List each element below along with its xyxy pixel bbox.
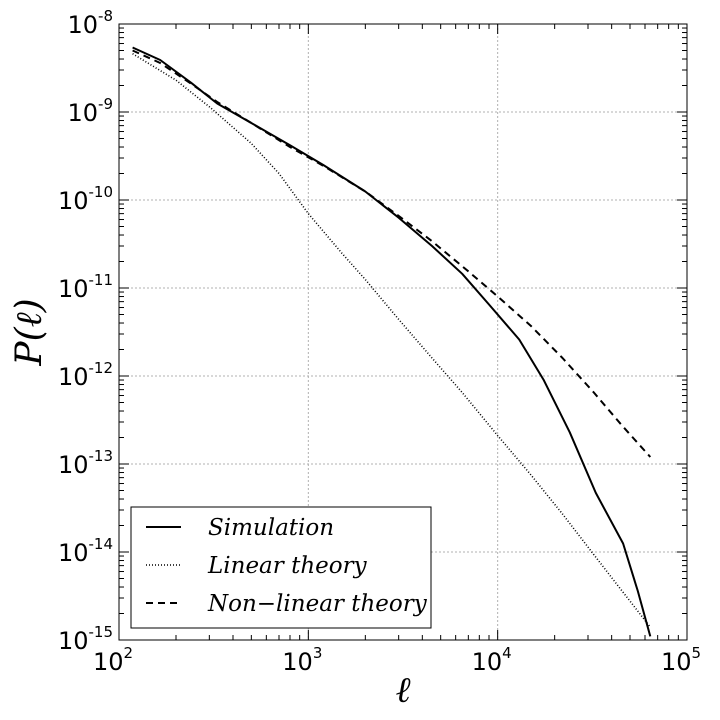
y-tick-label: 10-13: [58, 447, 113, 479]
legend: Simulation Linear theory Non−linear theo…: [130, 506, 432, 629]
y-axis-title: P(ℓ): [9, 298, 50, 366]
series-line-linear-theory: [132, 53, 651, 628]
y-tick-label: 10-12: [58, 359, 113, 391]
series-line-simulation: [132, 46, 652, 637]
y-tick-label: 10-9: [67, 95, 113, 127]
x-tick-label: 102: [93, 644, 133, 676]
x-tick-label: 105: [661, 644, 701, 676]
series-lines: [132, 46, 652, 637]
plot-frame: [118, 23, 688, 641]
y-tick-label: 10-8: [67, 7, 113, 39]
y-tick-label: 10-10: [58, 183, 113, 215]
legend-label-non-linear-theory: Non−linear theory: [207, 591, 428, 617]
y-tick-label: 10-11: [58, 271, 113, 303]
y-tick-label: 10-14: [58, 535, 113, 567]
axis-ticks: [118, 23, 688, 641]
tick-labels: 102 103 104 105 10-8 10-9 10-10 10-11 10-12 10-13…: [58, 7, 701, 676]
legend-label-linear-theory: Linear theory: [207, 553, 368, 579]
y-tick-label: 10-15: [58, 623, 113, 655]
legend-label-simulation: Simulation: [208, 515, 334, 541]
x-tick-label: 104: [472, 644, 512, 676]
x-axis-title: ℓ: [396, 670, 411, 711]
series-line-non-linear-theory: [132, 49, 652, 458]
x-tick-label: 103: [282, 644, 322, 676]
